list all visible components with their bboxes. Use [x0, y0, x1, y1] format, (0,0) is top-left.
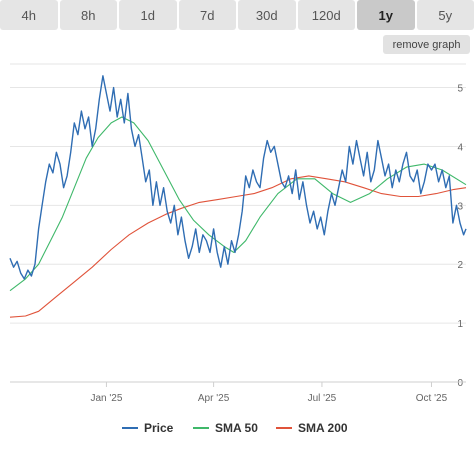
y-tick-label: 4 — [457, 142, 463, 153]
y-tick-label: 0 — [457, 378, 463, 389]
y-tick-label: 3 — [457, 201, 463, 212]
y-axis-ticks: 0 1 2 3 4 5 — [457, 84, 463, 389]
tab-5y[interactable]: 5y — [416, 0, 474, 30]
tab-4h[interactable]: 4h — [0, 0, 58, 30]
legend-label[interactable]: SMA 200 — [298, 421, 348, 435]
gridlines — [10, 63, 466, 324]
legend-label[interactable]: SMA 50 — [215, 421, 258, 435]
remove-graph-button[interactable]: remove graph — [383, 35, 470, 54]
tab-7d[interactable]: 7d — [178, 0, 236, 30]
tab-8h[interactable]: 8h — [59, 0, 117, 30]
y-tick-label: 2 — [457, 260, 463, 271]
legend-label[interactable]: Price — [144, 421, 174, 435]
series-line-sma-50 — [9, 116, 467, 292]
x-tick-label: Jan '25 — [90, 393, 122, 404]
tab-30d[interactable]: 30d — [238, 0, 296, 30]
tab-1y[interactable]: 1y — [357, 0, 415, 30]
legend: Price SMA 50 SMA 200 — [122, 421, 348, 435]
series-line-sma-200 — [9, 175, 467, 318]
series-line-price — [9, 75, 467, 280]
range-tabs: 4h 8h 1d 7d 30d 120d 1y 5y — [0, 0, 474, 30]
x-tick-label: Apr '25 — [198, 393, 230, 404]
tab-120d[interactable]: 120d — [297, 0, 355, 30]
y-tick-label: 5 — [457, 84, 463, 95]
x-tick-label: Jul '25 — [308, 393, 337, 404]
x-axis-ticks: Jan '25 Apr '25 Jul '25 Oct '25 — [90, 382, 448, 404]
tab-1d[interactable]: 1d — [119, 0, 177, 30]
x-tick-label: Oct '25 — [416, 393, 448, 404]
y-tick-label: 1 — [457, 319, 463, 330]
series-lines — [9, 75, 467, 318]
